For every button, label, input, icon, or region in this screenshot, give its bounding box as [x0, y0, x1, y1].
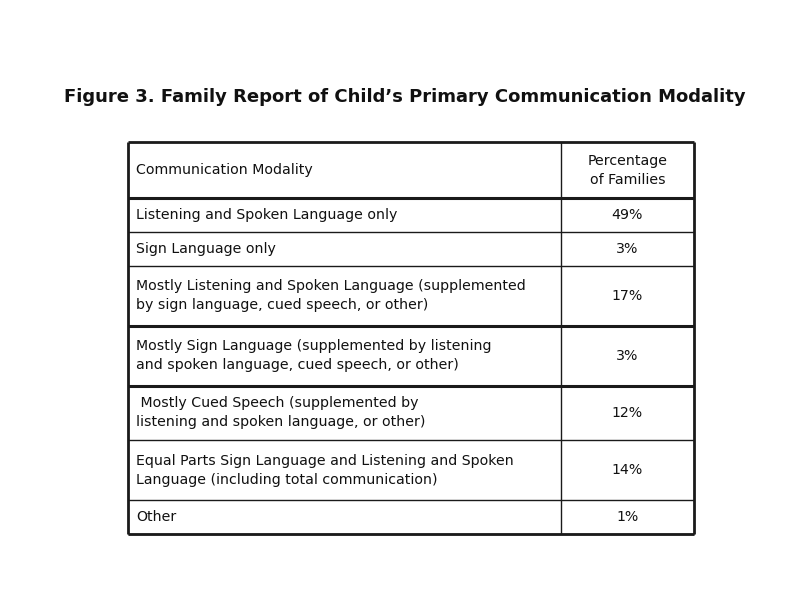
Text: 12%: 12% — [611, 406, 643, 420]
Text: Communication Modality: Communication Modality — [136, 163, 313, 177]
Text: Listening and Spoken Language only: Listening and Spoken Language only — [136, 208, 397, 222]
Text: Other: Other — [136, 510, 176, 524]
Text: Sign Language only: Sign Language only — [136, 242, 276, 256]
Text: Equal Parts Sign Language and Listening and Spoken
Language (including total com: Equal Parts Sign Language and Listening … — [136, 454, 514, 487]
Text: 3%: 3% — [616, 242, 638, 256]
Text: 1%: 1% — [616, 510, 638, 524]
Text: 14%: 14% — [611, 463, 643, 477]
Text: Percentage
of Families: Percentage of Families — [588, 154, 668, 186]
Text: 49%: 49% — [611, 208, 643, 222]
Text: Mostly Listening and Spoken Language (supplemented
by sign language, cued speech: Mostly Listening and Spoken Language (su… — [136, 280, 526, 312]
Text: 3%: 3% — [616, 349, 638, 363]
Text: Mostly Cued Speech (supplemented by
listening and spoken language, or other): Mostly Cued Speech (supplemented by list… — [136, 397, 426, 429]
Text: Figure 3. Family Report of Child’s Primary Communication Modality: Figure 3. Family Report of Child’s Prima… — [64, 88, 746, 105]
Text: 17%: 17% — [611, 289, 643, 303]
Text: Mostly Sign Language (supplemented by listening
and spoken language, cued speech: Mostly Sign Language (supplemented by li… — [136, 339, 491, 372]
